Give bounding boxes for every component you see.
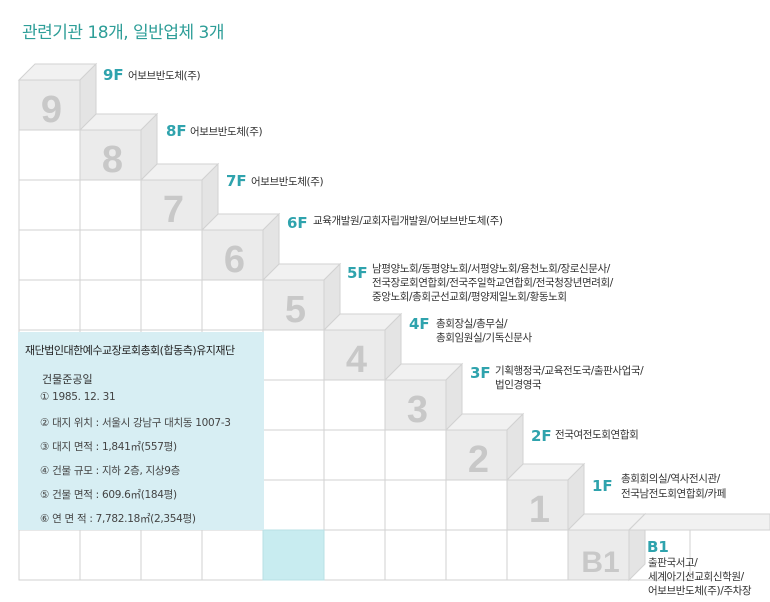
- floor-tenants-3f: 법인경영국: [495, 379, 542, 391]
- floor-tenants-1f: 총회회의실/역사전시관/: [621, 473, 720, 485]
- building-block: [262, 329, 325, 381]
- building-block: [18, 529, 81, 581]
- building-block: [140, 229, 203, 281]
- floor-label-4f: 4F: [409, 315, 430, 333]
- building-block: [445, 529, 508, 581]
- floor-tenants-b1: 세계아기선교회신학원/: [648, 571, 744, 583]
- floor-tenants-8f: 어보브반도체(주): [190, 126, 263, 138]
- building-block: [323, 429, 386, 481]
- building-block: [201, 279, 264, 331]
- floor-label-b1: B1: [647, 538, 669, 556]
- foundation-info-panel: [18, 332, 264, 530]
- floor-tenants-6f: 교육개발원/교회자립개발원/어보브반도체(주): [313, 215, 503, 227]
- building-block: [262, 429, 325, 481]
- info-row: ⑤ 건물 면적 : 609.6㎡(184평): [40, 489, 177, 501]
- floor-tenants-3f: 기획행정국/교육전도국/출판사업국/: [495, 365, 644, 377]
- building-block: [201, 529, 264, 581]
- floor-step-face: [79, 129, 142, 181]
- building-block: [18, 279, 81, 331]
- floor-tenants-5f: 중앙노회/총회군선교회/평양제일노회/황동노회: [372, 291, 567, 303]
- info-row: ① 1985. 12. 31: [40, 391, 116, 403]
- floor-label-7f: 7F: [226, 172, 247, 190]
- building-block: [445, 479, 508, 531]
- floor-number: 2: [468, 439, 489, 481]
- building-block: [18, 129, 81, 181]
- floor-tenants-7f: 어보브반도체(주): [251, 176, 324, 188]
- floor-step-face: [384, 379, 447, 431]
- building-block: [384, 479, 447, 531]
- floor-tenants-1f: 전국남전도회연합회/카페: [621, 488, 726, 500]
- floor-label-8f: 8F: [166, 122, 187, 140]
- building-block: [262, 479, 325, 531]
- floor-tenants-4f: 총회임원실/기독신문사: [436, 332, 532, 344]
- floor-tenants-5f: 남평양노회/동평양노회/서평양노회/용천노회/장로신문사/: [372, 263, 610, 275]
- floor-step-face: [201, 229, 264, 281]
- building-block: [506, 529, 569, 581]
- building-block: [140, 279, 203, 331]
- floor-label-5f: 5F: [347, 264, 368, 282]
- building-block: [323, 479, 386, 531]
- floor-label-9f: 9F: [103, 66, 124, 84]
- building-block: [384, 529, 447, 581]
- floor-number: 6: [224, 239, 245, 281]
- floor-step-face: [445, 429, 508, 481]
- floor-label-6f: 6F: [287, 214, 308, 232]
- building-block: [323, 379, 386, 431]
- info-subheading: 건물준공일: [42, 373, 93, 386]
- floor-number: B1: [581, 546, 619, 579]
- foundation-name: 재단법인대한예수교장로회총회(합동측)유지재단: [25, 344, 235, 357]
- building-block: [384, 429, 447, 481]
- building-block: [18, 229, 81, 281]
- floor-label-2f: 2F: [531, 427, 552, 445]
- highlight-cell: [262, 529, 325, 581]
- building-block: [140, 529, 203, 581]
- floor-tenants-b1: 어보브반도체(주)/주차장: [648, 585, 752, 597]
- floor-tenants-4f: 총회장실/총무실/: [436, 318, 508, 330]
- building-block: [79, 229, 142, 281]
- ground-extension: [627, 513, 770, 531]
- building-block: [18, 179, 81, 231]
- floor-tenants-5f: 전국장로회연합회/전국주일학교연합회/전국청장년면려회/: [372, 277, 613, 289]
- floor-step-face: [262, 279, 325, 331]
- page-title: 관련기관 18개, 일반업체 3개: [22, 23, 224, 43]
- floor-step-face: [567, 529, 630, 581]
- floor-step-face: [140, 179, 203, 231]
- info-row: ⑥ 연 면 적 : 7,782.18㎡(2,354평): [40, 513, 196, 525]
- building-block: [262, 379, 325, 431]
- floor-number: 3: [407, 389, 428, 431]
- building-block: [79, 279, 142, 331]
- info-row: ③ 대지 면적 : 1,841㎡(557평): [40, 441, 177, 453]
- floor-number: 1: [529, 489, 550, 531]
- floor-number: 8: [102, 139, 123, 181]
- floor-tenants-b1: 출판국서고/: [648, 557, 698, 569]
- floor-step-face: [506, 479, 569, 531]
- floor-number: 7: [163, 189, 184, 231]
- info-row: ② 대지 위치 : 서울시 강남구 대치동 1007-3: [40, 417, 231, 429]
- floor-tenants-9f: 어보브반도체(주): [128, 70, 201, 82]
- floor-step-face: [323, 329, 386, 381]
- building-block: [323, 529, 386, 581]
- floor-number: 4: [346, 339, 367, 381]
- floor-label-3f: 3F: [470, 364, 491, 382]
- floor-label-1f: 1F: [592, 477, 613, 495]
- building-block: [79, 179, 142, 231]
- info-row: ④ 건물 규모 : 지하 2층, 지상9층: [40, 465, 180, 477]
- floor-step-face: [18, 79, 81, 131]
- building-block: [79, 529, 142, 581]
- floor-number: 9: [41, 89, 62, 131]
- floor-number: 5: [285, 289, 306, 331]
- floor-tenants-2f: 전국여전도회연합회: [555, 429, 639, 441]
